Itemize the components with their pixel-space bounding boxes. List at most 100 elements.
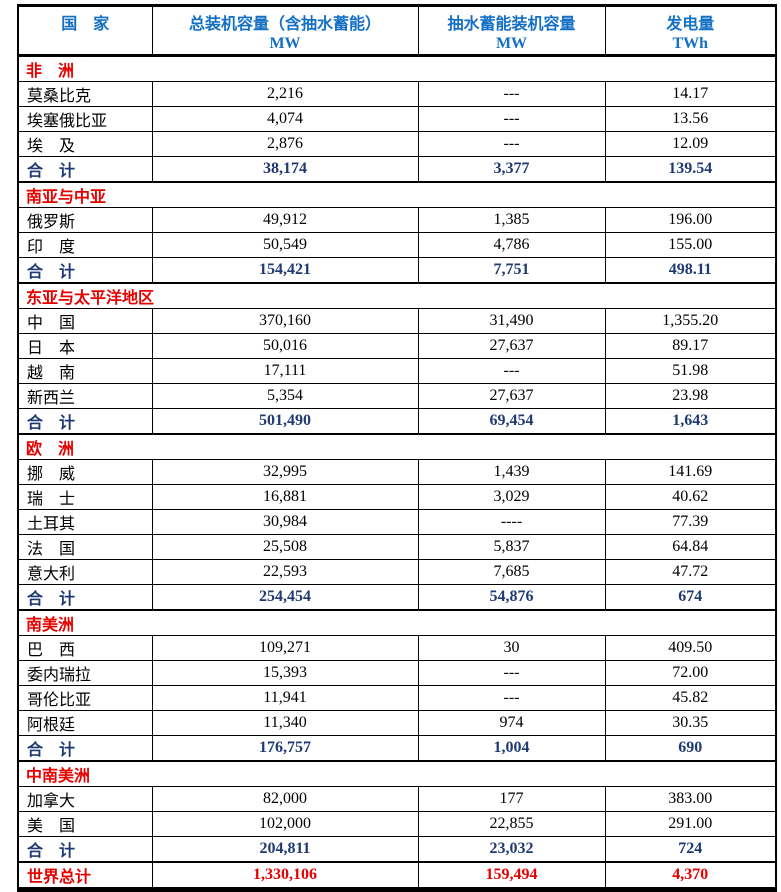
country-cell: 新西兰: [17, 383, 153, 409]
subtotal-pumped-storage: 54,876: [417, 584, 606, 611]
table-row: 莫桑比克 2,216 --- 14.17: [17, 81, 777, 107]
pumped-storage-cell: 27,637: [417, 333, 606, 359]
pumped-storage-cell: 5,837: [417, 534, 606, 560]
pumped-storage-cell: ---: [417, 81, 606, 107]
region-label: 南美洲: [17, 609, 777, 636]
total-capacity-cell: 109,271: [151, 635, 419, 661]
pumped-storage-cell: 1,385: [417, 207, 606, 233]
subtotal-row: 合 计 204,811 23,032 724: [17, 836, 777, 863]
pumped-storage-cell: ---: [417, 358, 606, 384]
world-pumped-storage: 159,494: [417, 861, 606, 890]
pumped-storage-cell: 31,490: [417, 308, 606, 334]
table-row: 意大利 22,593 7,685 47.72: [17, 559, 777, 585]
world-total-label: 世界总计: [17, 861, 153, 890]
table-row: 挪 威 32,995 1,439 141.69: [17, 459, 777, 485]
table-row: 委内瑞拉 15,393 --- 72.00: [17, 660, 777, 686]
region-header-row-east-asia-pacific: 东亚与太平洋地区: [17, 282, 777, 309]
country-cell: 日 本: [17, 333, 153, 359]
total-capacity-cell: 17,111: [151, 358, 419, 384]
pumped-storage-cell: 7,685: [417, 559, 606, 585]
country-cell: 加拿大: [17, 786, 153, 812]
subtotal-row: 合 计 176,757 1,004 690: [17, 735, 777, 762]
generation-cell: 72.00: [604, 660, 777, 686]
total-capacity-cell: 2,876: [151, 131, 419, 157]
header-generation: 发电量 TWh: [604, 5, 777, 57]
generation-cell: 40.62: [604, 484, 777, 510]
pumped-storage-cell: ---: [417, 685, 606, 711]
subtotal-total-capacity: 176,757: [151, 735, 419, 762]
region-label: 欧 洲: [17, 433, 777, 460]
total-capacity-cell: 49,912: [151, 207, 419, 233]
table-row: 埃 及 2,876 --- 12.09: [17, 131, 777, 157]
subtotal-pumped-storage: 69,454: [417, 408, 606, 435]
table-row: 巴 西 109,271 30 409.50: [17, 635, 777, 661]
pumped-storage-cell: 177: [417, 786, 606, 812]
table-row: 法 国 25,508 5,837 64.84: [17, 534, 777, 560]
total-capacity-cell: 30,984: [151, 509, 419, 535]
pumped-storage-cell: ---: [417, 106, 606, 132]
country-cell: 阿根廷: [17, 710, 153, 736]
region-header-row-africa: 非 洲: [17, 54, 777, 82]
total-capacity-cell: 370,160: [151, 308, 419, 334]
total-capacity-cell: 2,216: [151, 81, 419, 107]
region-header-row-south-america: 南美洲: [17, 609, 777, 636]
header-country-label: 国 家: [61, 16, 110, 33]
subtotal-generation: 690: [604, 735, 777, 762]
region-label: 东亚与太平洋地区: [17, 282, 777, 309]
subtotal-label: 合 计: [17, 257, 153, 284]
subtotal-pumped-storage: 23,032: [417, 836, 606, 863]
table-row: 新西兰 5,354 27,637 23.98: [17, 383, 777, 409]
generation-cell: 64.84: [604, 534, 777, 560]
generation-cell: 47.72: [604, 559, 777, 585]
header-generation-unit: TWh: [672, 35, 709, 52]
pumped-storage-cell: 974: [417, 710, 606, 736]
table-row: 日 本 50,016 27,637 89.17: [17, 333, 777, 359]
subtotal-total-capacity: 38,174: [151, 156, 419, 183]
total-capacity-cell: 82,000: [151, 786, 419, 812]
pumped-storage-cell: 1,439: [417, 459, 606, 485]
table-row: 加拿大 82,000 177 383.00: [17, 786, 777, 812]
country-cell: 哥伦比亚: [17, 685, 153, 711]
region-label: 非 洲: [17, 54, 777, 82]
table-row: 美 国 102,000 22,855 291.00: [17, 811, 777, 837]
total-capacity-cell: 22,593: [151, 559, 419, 585]
header-country: 国 家: [17, 5, 153, 57]
header-generation-title: 发电量: [666, 16, 715, 33]
generation-cell: 77.39: [604, 509, 777, 535]
country-cell: 俄罗斯: [17, 207, 153, 233]
generation-cell: 14.17: [604, 81, 777, 107]
header-total-capacity-unit: MW: [269, 35, 301, 52]
hydropower-statistics-table-wrap: 国 家 总装机容量（含抽水蓄能） MW 抽水蓄能装机容量 MW 发电量 TWh …: [17, 4, 777, 892]
country-cell: 莫桑比克: [17, 81, 153, 107]
header-row: 国 家 总装机容量（含抽水蓄能） MW 抽水蓄能装机容量 MW 发电量 TWh: [17, 5, 777, 57]
world-total-capacity: 1,330,106: [151, 861, 419, 890]
total-capacity-cell: 25,508: [151, 534, 419, 560]
subtotal-row: 合 计 38,174 3,377 139.54: [17, 156, 777, 183]
subtotal-row: 合 计 254,454 54,876 674: [17, 584, 777, 611]
generation-cell: 291.00: [604, 811, 777, 837]
country-cell: 中 国: [17, 308, 153, 334]
header-pumped-storage: 抽水蓄能装机容量 MW: [417, 5, 606, 57]
table-row: 阿根廷 11,340 974 30.35: [17, 710, 777, 736]
table-row: 俄罗斯 49,912 1,385 196.00: [17, 207, 777, 233]
generation-cell: 89.17: [604, 333, 777, 359]
total-capacity-cell: 4,074: [151, 106, 419, 132]
generation-cell: 13.56: [604, 106, 777, 132]
pumped-storage-cell: ---: [417, 660, 606, 686]
pumped-storage-cell: ----: [417, 509, 606, 535]
pumped-storage-cell: 22,855: [417, 811, 606, 837]
subtotal-pumped-storage: 7,751: [417, 257, 606, 284]
pumped-storage-cell: 27,637: [417, 383, 606, 409]
country-cell: 埃塞俄比亚: [17, 106, 153, 132]
subtotal-generation: 498.11: [604, 257, 777, 284]
country-cell: 巴 西: [17, 635, 153, 661]
generation-cell: 155.00: [604, 232, 777, 258]
subtotal-pumped-storage: 3,377: [417, 156, 606, 183]
country-cell: 美 国: [17, 811, 153, 837]
subtotal-label: 合 计: [17, 735, 153, 762]
region-label: 中南美洲: [17, 760, 777, 787]
country-cell: 意大利: [17, 559, 153, 585]
table-row: 哥伦比亚 11,941 --- 45.82: [17, 685, 777, 711]
country-cell: 埃 及: [17, 131, 153, 157]
subtotal-generation: 724: [604, 836, 777, 863]
